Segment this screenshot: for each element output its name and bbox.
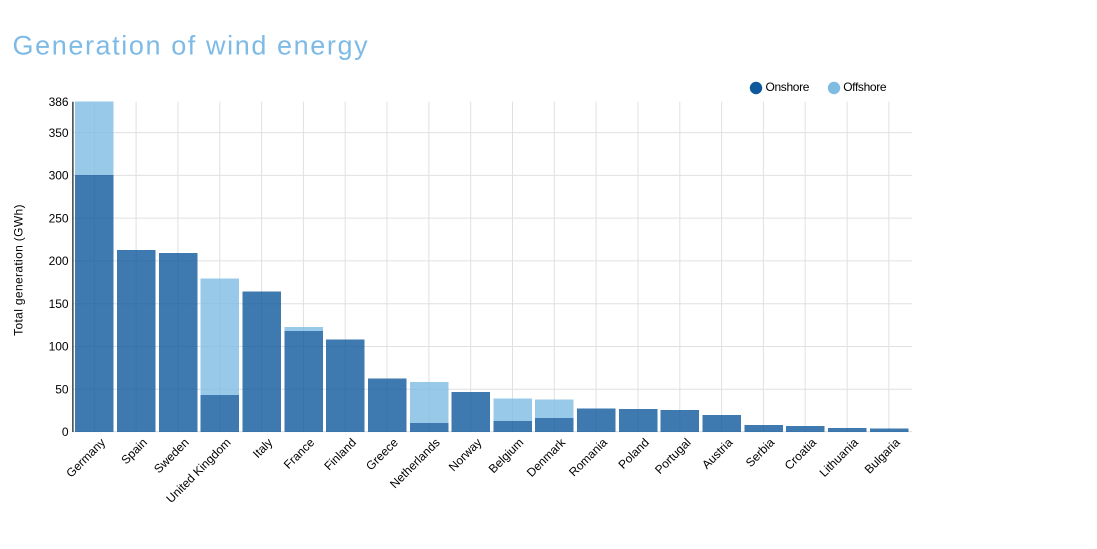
svg-text:150: 150: [49, 297, 69, 311]
svg-text:Generation of wind energy: Generation of wind energy: [13, 31, 370, 61]
svg-text:300: 300: [49, 169, 69, 183]
svg-text:100: 100: [49, 340, 69, 354]
svg-text:50: 50: [55, 382, 69, 396]
svg-text:350: 350: [49, 126, 69, 140]
svg-text:Offshore: Offshore: [843, 80, 887, 94]
svg-text:Onshore: Onshore: [766, 80, 810, 94]
svg-text:386: 386: [49, 95, 69, 109]
svg-text:200: 200: [49, 254, 69, 268]
svg-text:0: 0: [62, 425, 69, 439]
svg-text:Total generation (GWh): Total generation (GWh): [11, 204, 25, 336]
svg-text:250: 250: [49, 211, 69, 225]
